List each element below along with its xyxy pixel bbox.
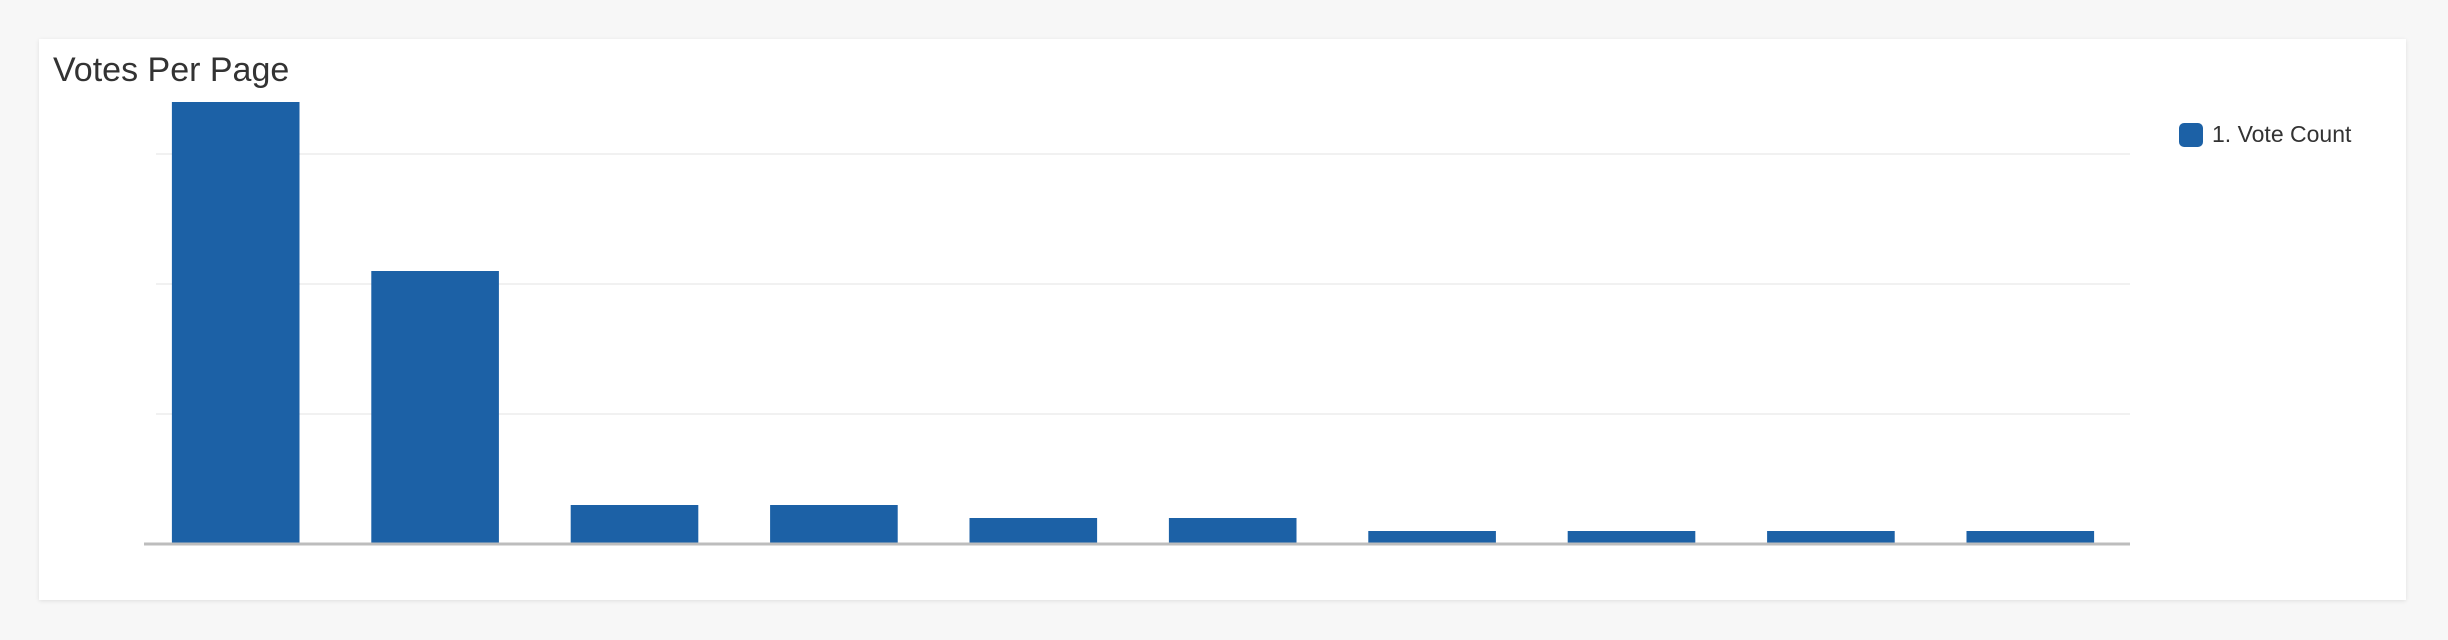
legend-swatch bbox=[2179, 122, 2203, 147]
bar[interactable] bbox=[969, 518, 1098, 544]
bar-chart bbox=[144, 102, 2130, 546]
bar[interactable] bbox=[1168, 518, 1297, 544]
bar[interactable] bbox=[1767, 531, 1895, 544]
legend-label: 1. Vote Count bbox=[2212, 121, 2352, 147]
panel-title: Votes Per Page bbox=[53, 51, 290, 89]
bar[interactable] bbox=[570, 505, 699, 544]
bar[interactable] bbox=[770, 505, 898, 544]
bar[interactable] bbox=[171, 102, 300, 544]
bar[interactable] bbox=[1966, 531, 2095, 544]
legend[interactable]: 1. Vote Count bbox=[2179, 121, 2351, 148]
bar[interactable] bbox=[1567, 531, 1696, 544]
bar[interactable] bbox=[371, 271, 499, 544]
chart-panel: Votes Per Page 1. Vote Count bbox=[39, 39, 2406, 600]
bars bbox=[171, 102, 2095, 544]
bar[interactable] bbox=[1368, 531, 1496, 544]
